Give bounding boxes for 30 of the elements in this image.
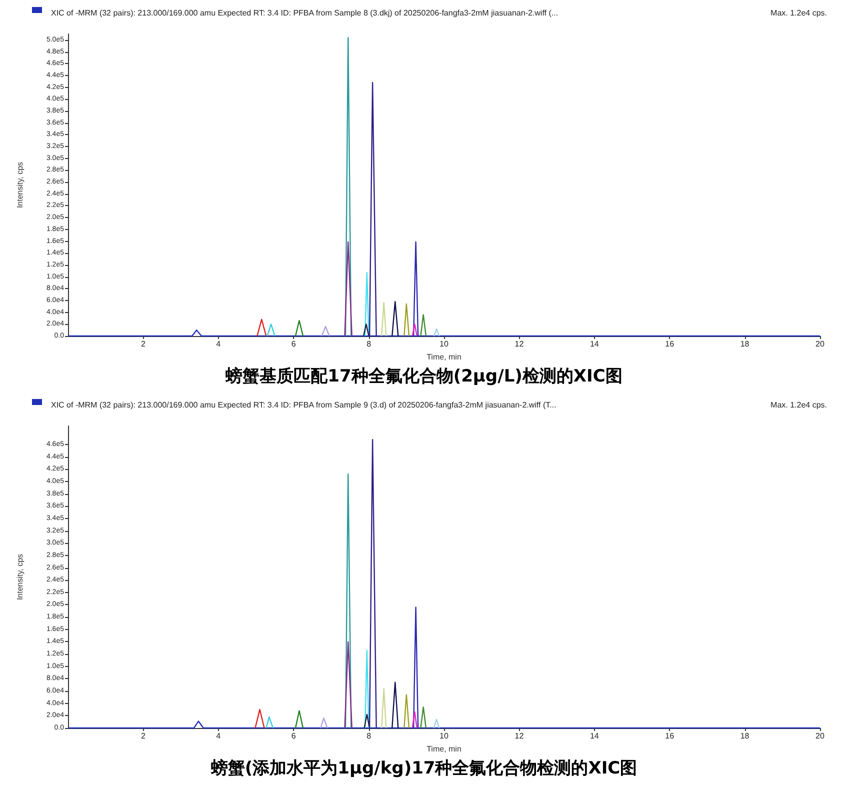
x-tick-label: 16	[665, 340, 675, 348]
x-tick-label: 4	[216, 732, 222, 740]
x-tick-label: 2	[140, 732, 146, 740]
text: Max. 1.2e4 cps.	[770, 8, 828, 18]
x-tick-label: 8	[366, 732, 372, 740]
x-tick-label: 10	[440, 340, 449, 348]
x-tick-label: 6	[291, 732, 296, 740]
chart-subtitle: XIC of -MRM (32 pairs): 213.000/169.000 amu Expected RT: 3.4 ID: PFBA from Sample 8 (3.dkj) of 20250206-fangfa3-2mM jiasuanan-2.wiff (...	[51, 8, 558, 18]
x-tick-label: 6	[291, 340, 296, 348]
x-axis-title: Time, min	[426, 352, 462, 362]
x-tick-label: 10	[440, 732, 449, 740]
x-axis-title: Time, min	[426, 744, 462, 754]
text: 螃蟹基质匹配17种全氟化合物(2μg/L)检测的XIC图	[224, 366, 622, 386]
y-axis-title: Intensity, cps	[16, 162, 24, 208]
x-tick-label: 18	[740, 732, 750, 740]
x-tick-label: 4	[216, 340, 222, 348]
x-tick-label: 8	[366, 340, 372, 348]
y-axis-title: Intensity, cps	[16, 554, 24, 600]
x-tick-label: 18	[740, 340, 750, 348]
x-tick-label: 12	[514, 340, 524, 348]
x-tick-label: 20	[816, 732, 825, 740]
x-tick-label: 14	[590, 340, 600, 348]
x-tick-label: 12	[514, 732, 524, 740]
x-tick-label: 20	[816, 340, 825, 348]
chart-subtitle: XIC of -MRM (32 pairs): 213.000/169.000 amu Expected RT: 3.4 ID: PFBA from Sample 9 (3.d) of 20250206-fangfa3-2mM jiasuanan-2.wiff (T...	[51, 400, 556, 410]
x-tick-label: 2	[140, 340, 146, 348]
text: Max. 1.2e4 cps.	[770, 400, 828, 410]
x-tick-label: 14	[590, 732, 600, 740]
x-tick-label: 16	[665, 732, 675, 740]
text: 螃蟹(添加水平为1μg/kg)17种全氟化合物检测的XIC图	[210, 758, 638, 778]
